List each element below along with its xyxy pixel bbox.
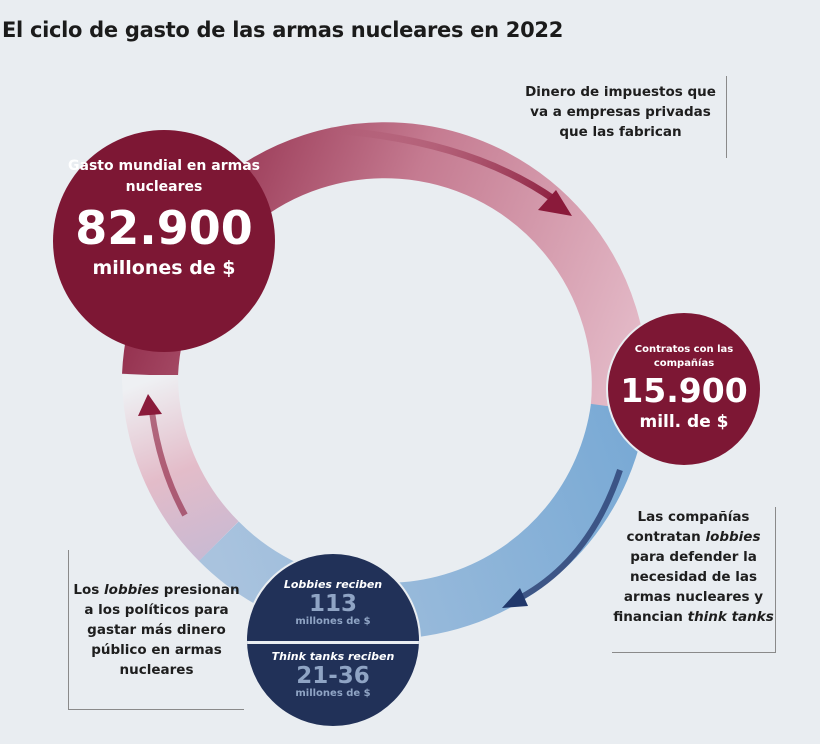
divider [247,641,419,644]
think-tanks-unit: millones de $ [295,688,371,699]
global-spending-circle: Gasto mundial en armas nucleares 82.900 … [53,130,275,352]
contracts-circle: Contratos con las compañías 15.900 mill.… [606,311,762,467]
lobbies-label: Lobbies reciben [283,578,383,591]
note-lobbies: Los lobbies presionan a los políticos pa… [68,550,244,710]
note-companies: Las compañías contratan lobbies para def… [612,507,776,653]
lobbies-value: 113 [308,591,357,617]
arrow-down-right-icon [329,126,572,216]
global-spending-label: Gasto mundial en armas nucleares [68,158,260,195]
lobbies-thinktanks-circle: Lobbies reciben 113 millones de $ Think … [245,552,421,728]
arrow-down-left-icon [502,469,623,608]
contracts-value: 15.900 [620,371,748,410]
contracts-label: Contratos con las compañías [634,344,734,369]
think-tanks-value: 21-36 [296,663,370,689]
contracts-unit: mill. de $ [639,412,729,432]
ring-left-arc [122,374,239,561]
page-title: El ciclo de gasto de las armas nucleares… [2,18,564,42]
arrow-up-icon [138,394,188,517]
global-spending-value: 82.900 [75,201,253,255]
note-taxes: Dinero de impuestos que va a empresas pr… [515,76,727,158]
global-spending-unit: millones de $ [92,257,236,279]
lobbies-unit: millones de $ [295,616,371,627]
think-tanks-label: Think tanks reciben [271,650,395,663]
